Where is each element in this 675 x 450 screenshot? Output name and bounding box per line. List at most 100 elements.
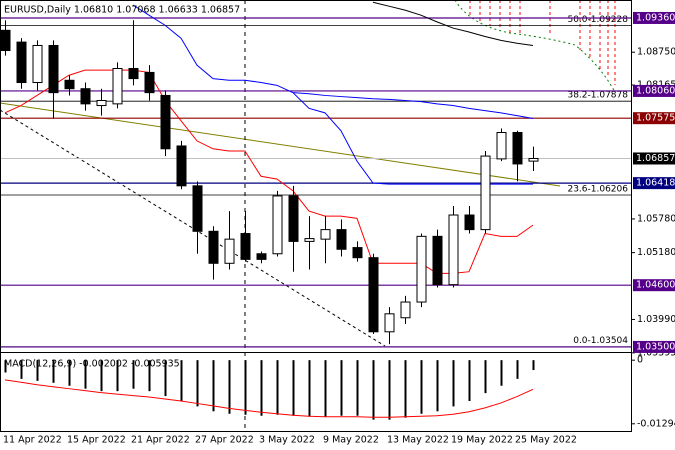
bid-label: 1.06857 bbox=[636, 153, 675, 164]
candle-body bbox=[48, 44, 59, 94]
level-tag bbox=[633, 279, 675, 292]
fib-label: 38.2-1.07878 bbox=[567, 91, 628, 101]
candle-body bbox=[384, 313, 395, 333]
level-tag bbox=[633, 11, 675, 24]
candle-body bbox=[176, 145, 187, 187]
macd-bar bbox=[260, 360, 263, 416]
level-label: 1.08060 bbox=[636, 85, 675, 96]
y-tick-label: 0 bbox=[637, 355, 643, 366]
candle-body bbox=[448, 214, 459, 286]
indicator-line bbox=[4, 69, 534, 274]
candle-body bbox=[336, 229, 347, 250]
x-tick-label: 25 May 2022 bbox=[515, 435, 577, 446]
macd-bar bbox=[468, 360, 471, 401]
candle-body bbox=[192, 185, 203, 232]
x-tick-label: 3 May 2022 bbox=[259, 435, 315, 446]
macd-title: MACD(12,26,9) -0.002002 -0.005935 bbox=[4, 359, 180, 370]
price-axis: 1.087501.081651.057801.051801.039901.033… bbox=[632, 11, 675, 429]
macd-bar bbox=[484, 360, 487, 394]
x-tick-label: 21 Apr 2022 bbox=[131, 435, 190, 446]
macd-bar bbox=[436, 360, 439, 412]
candle-body bbox=[160, 94, 171, 150]
candle-body bbox=[352, 247, 363, 259]
candles bbox=[0, 20, 539, 345]
macd-bar bbox=[372, 360, 375, 420]
chart-title: EURUSD,Daily 1.06810 1.07068 1.06633 1.0… bbox=[4, 5, 240, 16]
macd-bar bbox=[356, 360, 359, 416]
level-label: 1.06418 bbox=[636, 178, 675, 189]
indicator-line bbox=[292, 92, 534, 119]
fib-label: 50.0-1.09228 bbox=[567, 15, 628, 25]
macd-bar bbox=[500, 360, 503, 386]
candle-body bbox=[528, 157, 539, 162]
macd-bar bbox=[516, 360, 519, 379]
macd-bar bbox=[196, 360, 199, 407]
macd-bar bbox=[36, 360, 39, 381]
macd-bar bbox=[180, 360, 183, 401]
candle-body bbox=[400, 301, 411, 319]
macd-bar bbox=[132, 360, 135, 389]
candle-body bbox=[368, 257, 379, 333]
macd-bar bbox=[532, 360, 535, 371]
candle-body bbox=[480, 155, 491, 231]
level-tag bbox=[633, 340, 675, 353]
macd-bar bbox=[452, 360, 455, 407]
macd-bar bbox=[52, 360, 55, 383]
candle-body bbox=[240, 233, 251, 260]
x-tick-label: 9 May 2022 bbox=[323, 435, 379, 446]
candle-body bbox=[512, 131, 523, 165]
y-tick-label: 1.03990 bbox=[637, 314, 675, 325]
level-tag bbox=[633, 84, 675, 97]
level-label: 1.09360 bbox=[636, 12, 675, 23]
candle-body bbox=[256, 253, 267, 260]
candle-body bbox=[320, 229, 331, 240]
x-tick-label: 15 Apr 2022 bbox=[67, 435, 126, 446]
x-tick-label: 11 Apr 2022 bbox=[3, 435, 62, 446]
x-tick-label: 13 May 2022 bbox=[387, 435, 449, 446]
candle-body bbox=[496, 131, 507, 160]
curve bbox=[454, 0, 616, 93]
macd-bar bbox=[324, 360, 327, 417]
candle-body bbox=[64, 79, 75, 90]
macd-bar bbox=[84, 360, 87, 389]
macd-bar bbox=[116, 360, 119, 392]
macd-bar bbox=[68, 360, 71, 386]
fib-label: 23.6-1.06206 bbox=[567, 185, 628, 195]
macd-bar bbox=[20, 360, 23, 379]
macd-bar bbox=[212, 360, 215, 412]
candle-body bbox=[144, 71, 155, 94]
candle-body bbox=[272, 195, 283, 255]
macd-bar bbox=[388, 360, 391, 420]
candle-body bbox=[224, 238, 235, 264]
macd-bar bbox=[4, 360, 7, 373]
macd-bar bbox=[100, 360, 103, 392]
candle-body bbox=[112, 67, 123, 105]
macd-bar bbox=[244, 360, 247, 415]
trend-line bbox=[0, 102, 561, 187]
level-label: 1.04600 bbox=[636, 280, 675, 291]
macd-bar bbox=[340, 360, 343, 416]
bid-tag bbox=[633, 152, 675, 165]
macd-bar bbox=[420, 360, 423, 414]
candle-body bbox=[0, 29, 11, 52]
candle-body bbox=[208, 230, 219, 264]
candle-body bbox=[288, 195, 299, 242]
x-tick-label: 27 Apr 2022 bbox=[195, 435, 254, 446]
macd-bar bbox=[292, 360, 295, 416]
y-tick-label: -0.012941 bbox=[637, 418, 675, 429]
level-tag bbox=[633, 112, 675, 125]
fib-label: 0.0-1.03504 bbox=[573, 336, 628, 346]
indicator-line bbox=[132, 4, 533, 185]
macd-bar bbox=[404, 360, 407, 418]
y-tick-label: 1.05780 bbox=[637, 213, 675, 224]
x-tick-label: 19 May 2022 bbox=[451, 435, 513, 446]
macd-pane bbox=[4, 360, 535, 420]
candle-body bbox=[304, 238, 315, 242]
indicator-line bbox=[372, 1, 534, 46]
candle-body bbox=[464, 214, 475, 231]
y-tick-label: 1.05180 bbox=[637, 247, 675, 258]
frame bbox=[0, 0, 632, 432]
macd-bar bbox=[148, 360, 151, 392]
